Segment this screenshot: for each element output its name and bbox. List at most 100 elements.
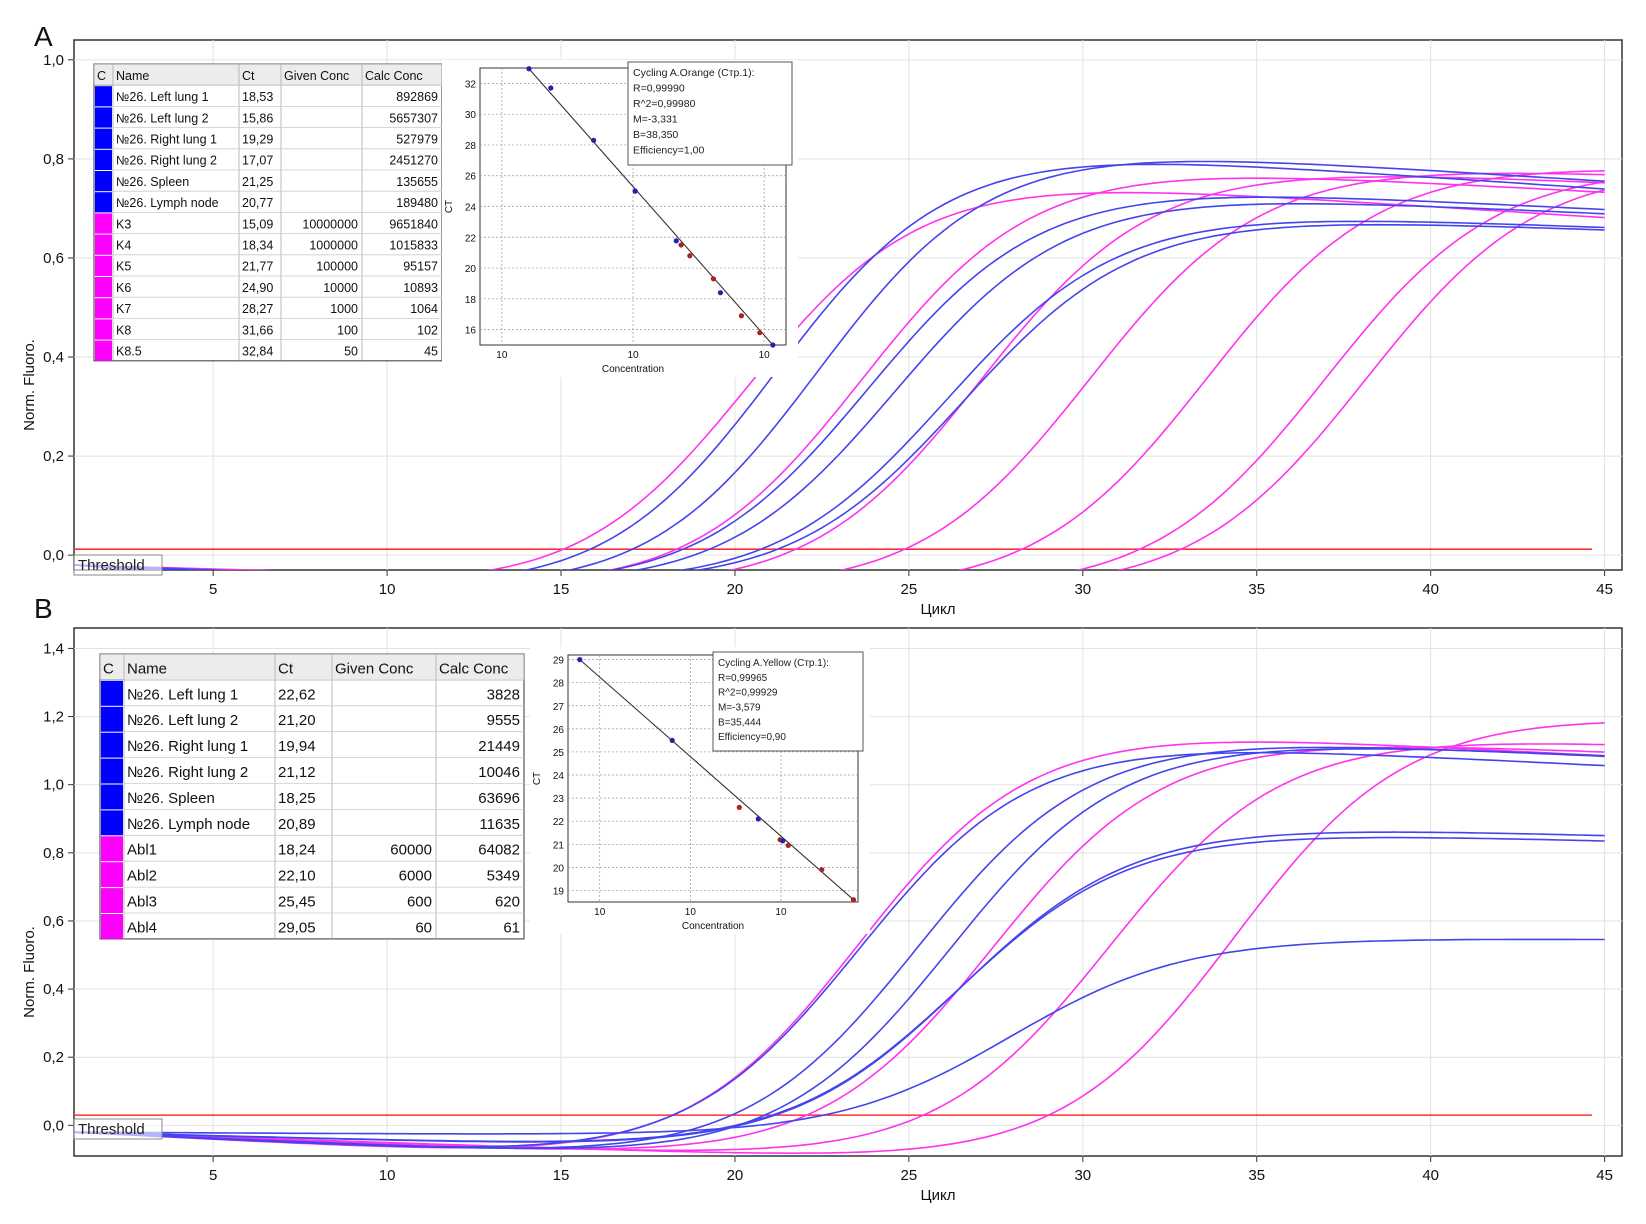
table-cell-name: K8 (116, 323, 131, 337)
x-axis-label: Цикл (921, 1187, 956, 1204)
table-cell-given-conc: 1000 (330, 302, 358, 316)
table-header-cell: Ct (278, 660, 294, 677)
x-tick-label: 10 (379, 581, 396, 598)
inset-data-point-standard (850, 897, 857, 903)
y-tick-label: 0,6 (43, 250, 64, 267)
y-axis-label: Norm. Fluoro. (21, 926, 38, 1018)
table-header-cell: Calc Conc (365, 69, 423, 83)
table-cell-ct: 18,53 (242, 90, 273, 104)
amplification-curves (74, 160, 1605, 570)
y-axis-label: Norm. Fluoro. (21, 339, 38, 431)
inset-y-tick-label: 26 (465, 172, 477, 183)
table-cell-ct: 21,77 (242, 260, 273, 274)
inset-info-line: M=-3,331 (633, 114, 678, 126)
table-color-swatch (95, 192, 112, 213)
inset-y-tick-label: 29 (553, 656, 565, 667)
table-cell-calc-conc: 10893 (403, 281, 438, 295)
inset-x-tick-label: 10 (685, 907, 697, 918)
table-cell-name: K4 (116, 239, 131, 253)
x-tick-label: 35 (1248, 1167, 1265, 1184)
inset-y-tick-label: 28 (553, 679, 565, 690)
table-header-cell: Ct (242, 69, 255, 83)
table-cell-ct: 25,45 (278, 894, 316, 911)
table-color-swatch (95, 86, 112, 107)
table-color-swatch (95, 340, 112, 361)
inset-data-point-sample (548, 85, 554, 91)
y-tick-label: 0,8 (43, 845, 64, 862)
x-tick-label: 20 (727, 1167, 744, 1184)
inset-x-tick-label: 10 (759, 350, 771, 361)
table-cell-given-conc: 10000000 (302, 217, 358, 231)
amplification-curve-standard (74, 177, 1605, 570)
inset-y-tick-label: 16 (465, 326, 477, 337)
table-cell-given-conc: 10000 (323, 281, 358, 295)
table-cell-ct: 19,94 (278, 738, 316, 755)
inset-y-tick-label: 28 (465, 141, 477, 152)
y-tick-label: 0,4 (43, 349, 64, 366)
table-cell-ct: 18,34 (242, 239, 273, 253)
inset-y-tick-label: 25 (553, 748, 565, 759)
table-cell-given-conc: 60 (415, 919, 432, 936)
x-axis-label: Цикл (921, 601, 956, 618)
inset-x-tick-label: 10 (496, 350, 508, 361)
table-cell-ct: 18,24 (278, 842, 316, 859)
standard-curve-inset: 16 18 20 22 24 26 28 30 32 10 10 10 Concentration CT C… (442, 60, 798, 377)
table-cell-ct: 22,62 (278, 686, 316, 703)
table-cell-ct: 21,20 (278, 712, 316, 729)
table-cell-given-conc: 1000000 (309, 239, 358, 253)
table-color-swatch (101, 706, 123, 732)
table-cell-calc-conc: 892869 (396, 90, 438, 104)
table-color-swatch (101, 862, 123, 888)
inset-info-line: R=0,99965 (718, 673, 768, 684)
panel-label-b: B (34, 593, 53, 624)
table-cell-calc-conc: 135655 (396, 175, 438, 189)
x-tick-label: 30 (1074, 1167, 1091, 1184)
threshold-label: Threshold (78, 1121, 145, 1138)
x-tick-label: 40 (1422, 1167, 1439, 1184)
inset-data-point-standard (757, 330, 763, 336)
table-color-swatch (95, 234, 112, 255)
table-cell-given-conc: 6000 (399, 868, 432, 885)
x-tick-label: 10 (379, 1167, 396, 1184)
y-tick-label: 0,4 (43, 981, 64, 998)
table-cell-name: №26. Spleen (127, 790, 215, 807)
threshold-label-box (73, 554, 163, 576)
table-cell-ct: 15,09 (242, 217, 273, 231)
inset-y-tick-label: 22 (465, 233, 477, 244)
y-tick-label: 1,0 (43, 777, 64, 794)
table-header-cell: Calc Conc (439, 660, 509, 677)
inset-y-tick-label: 20 (553, 863, 565, 874)
inset-data-point-sample (591, 137, 597, 143)
y-tick-label: 0,6 (43, 913, 64, 930)
x-tick-label: 5 (209, 581, 217, 598)
table-color-swatch (95, 319, 112, 340)
table-cell-given-conc: 100000 (316, 260, 358, 274)
inset-y-tick-label: 19 (553, 886, 565, 897)
table-cell-calc-conc: 102 (417, 323, 438, 337)
table-cell-ct: 32,84 (242, 345, 273, 359)
table-header-cell: Name (127, 660, 167, 677)
table-cell-calc-conc: 1015833 (389, 239, 438, 253)
y-tick-label: 1,4 (43, 640, 64, 657)
inset-data-point-sample (673, 238, 679, 244)
y-tick-label: 1,0 (43, 52, 64, 69)
inset-x-axis-label: Concentration (682, 921, 744, 932)
table-cell-calc-conc: 3828 (487, 686, 520, 703)
table-cell-name: Abl4 (127, 919, 157, 936)
inset-y-tick-label: 27 (553, 702, 565, 713)
panel-a-chart: 5 10 15 20 25 30 35 40 45 0,0 0,2 0,4 0,6 0,8 1,0 Цикл N… (21, 39, 1623, 618)
inset-data-point-standard (687, 253, 693, 259)
table-cell-ct: 22,10 (278, 868, 316, 885)
table-cell-name: Abl3 (127, 894, 157, 911)
table-cell-name: №26. Right lung 1 (127, 738, 248, 755)
table-cell-ct: 31,66 (242, 323, 273, 337)
inset-info-line: Efficiency=0,90 (718, 732, 786, 743)
inset-data-point-standard (785, 842, 791, 849)
amplification-curve-standard (74, 181, 1605, 570)
table-cell-calc-conc: 95157 (403, 260, 438, 274)
table-header-cell: Given Conc (335, 660, 414, 677)
inset-data-point-standard (678, 242, 684, 248)
amplification-curve-standard (74, 176, 1605, 570)
amplification-curve-standard (74, 722, 1605, 1154)
